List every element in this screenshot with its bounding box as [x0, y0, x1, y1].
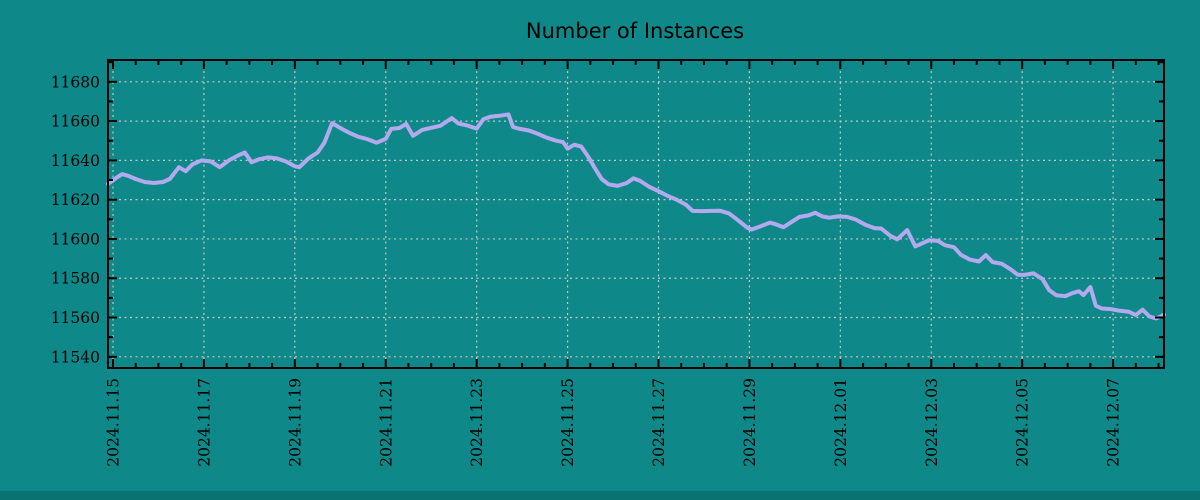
y-tick-label: 11560 — [51, 309, 100, 327]
x-tick-label: 2024.11.21 — [377, 378, 395, 467]
x-tick-label: 2024.11.25 — [559, 378, 577, 467]
tick-labels: 11540 11560 11580 11600 11620 11640 11660 11680… — [51, 73, 1123, 466]
bottom-strip — [0, 491, 1200, 500]
y-tick-label: 11600 — [51, 230, 100, 248]
x-tick-label: 2024.11.17 — [195, 378, 213, 467]
x-tick-label: 2024.11.15 — [105, 378, 123, 467]
x-tick-label: 2024.11.23 — [468, 378, 486, 467]
data-series — [106, 112, 1166, 321]
y-tick-label: 11680 — [51, 73, 100, 91]
x-tick-label: 2024.12.03 — [923, 378, 941, 467]
y-tick-label: 11580 — [51, 270, 100, 288]
x-tick-label: 2024.11.27 — [650, 378, 668, 467]
plot-border — [107, 59, 1165, 369]
x-tick-label: 2024.12.05 — [1014, 378, 1032, 467]
axes-and-ticks — [107, 59, 1165, 369]
y-tick-label: 11660 — [51, 113, 100, 131]
x-tick-label: 2024.12.01 — [832, 378, 850, 467]
x-tick-label: 2024.11.19 — [286, 378, 304, 467]
chart-title: Number of Instances — [526, 19, 744, 43]
x-tick-label: 2024.11.29 — [741, 378, 759, 467]
y-tick-label: 11540 — [51, 348, 100, 366]
series-line-instances — [106, 112, 1166, 321]
y-tick-label: 11620 — [51, 191, 100, 209]
x-tick-label: 2024.12.07 — [1105, 378, 1123, 467]
y-tick-label: 11640 — [51, 152, 100, 170]
gridlines — [108, 60, 1164, 368]
